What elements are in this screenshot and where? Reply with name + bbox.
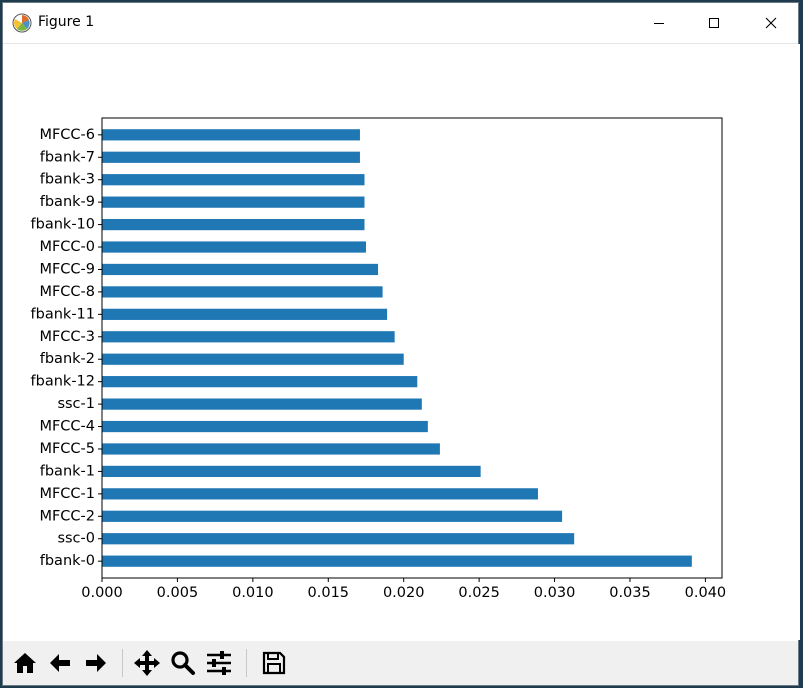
y-tick-label: MFCC-1 bbox=[39, 486, 95, 502]
home-icon bbox=[14, 653, 36, 673]
y-tick-label: fbank-0 bbox=[40, 553, 95, 569]
x-tick-label: 0.000 bbox=[81, 585, 123, 601]
minimize-icon bbox=[654, 23, 664, 24]
x-tick-label: 0.005 bbox=[157, 585, 199, 601]
forward-button[interactable] bbox=[79, 645, 113, 681]
zoom-button[interactable] bbox=[166, 645, 200, 681]
forward-icon bbox=[86, 654, 106, 672]
y-tick-label: MFCC-8 bbox=[39, 284, 95, 300]
y-tick-label: fbank-10 bbox=[31, 217, 95, 233]
back-icon bbox=[50, 654, 70, 672]
bar bbox=[102, 420, 428, 433]
maximize-button[interactable] bbox=[685, 3, 743, 43]
bar bbox=[102, 353, 404, 365]
y-tick-label: MFCC-2 bbox=[39, 508, 95, 524]
bar bbox=[102, 263, 379, 276]
bar bbox=[102, 129, 360, 141]
bar bbox=[102, 443, 440, 455]
bar bbox=[102, 555, 692, 567]
y-tick-label: fbank-1 bbox=[40, 463, 95, 479]
y-tick-label: MFCC-6 bbox=[39, 127, 95, 143]
y-tick-label: MFCC-0 bbox=[39, 239, 95, 255]
bar bbox=[102, 488, 538, 500]
title-bar[interactable]: Figure 1 bbox=[3, 3, 798, 44]
x-tick-label: 0.040 bbox=[685, 585, 727, 601]
toolbar-separator bbox=[122, 649, 123, 677]
pan-icon bbox=[134, 650, 160, 676]
y-tick-label: MFCC-9 bbox=[39, 261, 95, 277]
bar bbox=[102, 174, 365, 186]
bar bbox=[102, 510, 563, 522]
y-tick-label: MFCC-5 bbox=[39, 441, 95, 457]
close-icon bbox=[765, 17, 777, 29]
y-tick-label: MFCC-3 bbox=[39, 329, 95, 345]
navigation-toolbar bbox=[3, 641, 798, 685]
pan-button[interactable] bbox=[130, 645, 164, 681]
y-tick-label: fbank-11 bbox=[31, 306, 95, 322]
window-title: Figure 1 bbox=[38, 14, 95, 30]
y-tick-label: fbank-2 bbox=[40, 351, 95, 367]
close-button[interactable] bbox=[742, 3, 800, 43]
y-tick-label: fbank-9 bbox=[40, 194, 95, 210]
x-tick-label: 0.035 bbox=[609, 585, 651, 601]
bar bbox=[102, 533, 575, 545]
configure-subplots-icon bbox=[207, 651, 231, 675]
y-tick-label: fbank-3 bbox=[40, 172, 95, 188]
toolbar-separator bbox=[246, 649, 247, 677]
x-tick-label: 0.020 bbox=[383, 585, 425, 601]
bar bbox=[102, 241, 366, 253]
y-tick-label: ssc-0 bbox=[57, 531, 95, 547]
bar bbox=[102, 308, 388, 320]
zoom-icon bbox=[171, 651, 195, 675]
y-tick-label: fbank-7 bbox=[40, 149, 95, 165]
bar bbox=[102, 218, 365, 231]
y-tick-label: fbank-12 bbox=[31, 374, 95, 390]
bar bbox=[102, 151, 360, 163]
bar bbox=[102, 465, 481, 478]
home-button[interactable] bbox=[8, 645, 42, 681]
configure-subplots-button[interactable] bbox=[202, 645, 236, 681]
plot-canvas[interactable]: fbank-0 ssc-0 MFCC-2 MFCC-1 fbank-1 MFCC-5 MFC… bbox=[3, 44, 800, 640]
save-button[interactable] bbox=[257, 645, 291, 681]
y-tick-label: MFCC-4 bbox=[39, 419, 95, 435]
y-tick-label: ssc-1 bbox=[57, 396, 95, 412]
x-tick-label: 0.010 bbox=[232, 585, 274, 601]
matplotlib-logo-icon bbox=[12, 13, 32, 33]
x-tick-label: 0.025 bbox=[458, 585, 500, 601]
back-button[interactable] bbox=[43, 645, 77, 681]
bar bbox=[102, 376, 418, 388]
bar bbox=[102, 196, 365, 208]
bar bbox=[102, 398, 422, 410]
maximize-icon bbox=[709, 18, 719, 28]
minimize-button[interactable] bbox=[630, 3, 688, 43]
bar bbox=[102, 286, 383, 298]
save-icon bbox=[262, 651, 286, 675]
x-tick-label: 0.015 bbox=[308, 585, 350, 601]
axes-frame bbox=[101, 117, 723, 579]
bar bbox=[102, 331, 395, 343]
x-tick-label: 0.030 bbox=[534, 585, 576, 601]
bar-chart: fbank-0 ssc-0 MFCC-2 MFCC-1 fbank-1 MFCC-5 MFC… bbox=[31, 117, 727, 601]
